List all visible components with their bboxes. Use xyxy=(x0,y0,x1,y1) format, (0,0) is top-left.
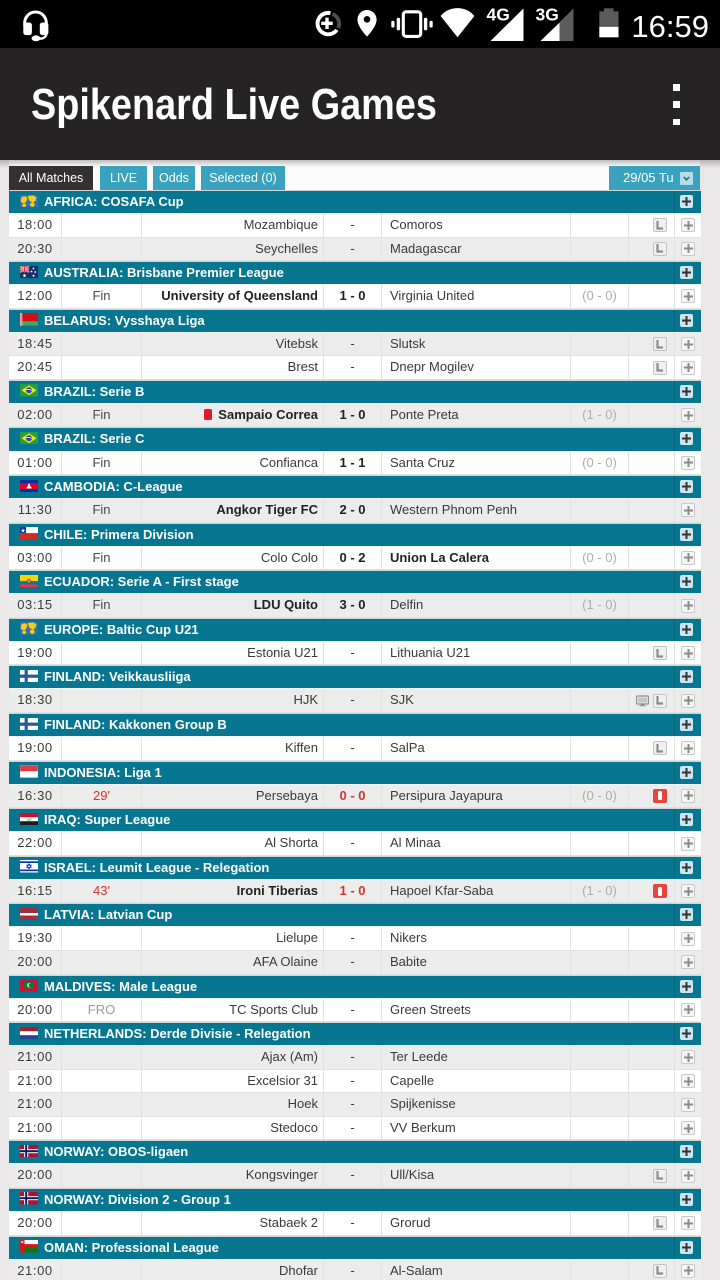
svg-text:الله: الله xyxy=(26,816,31,821)
svg-text:4G: 4G xyxy=(487,5,510,25)
svg-text:3G: 3G xyxy=(536,5,559,25)
